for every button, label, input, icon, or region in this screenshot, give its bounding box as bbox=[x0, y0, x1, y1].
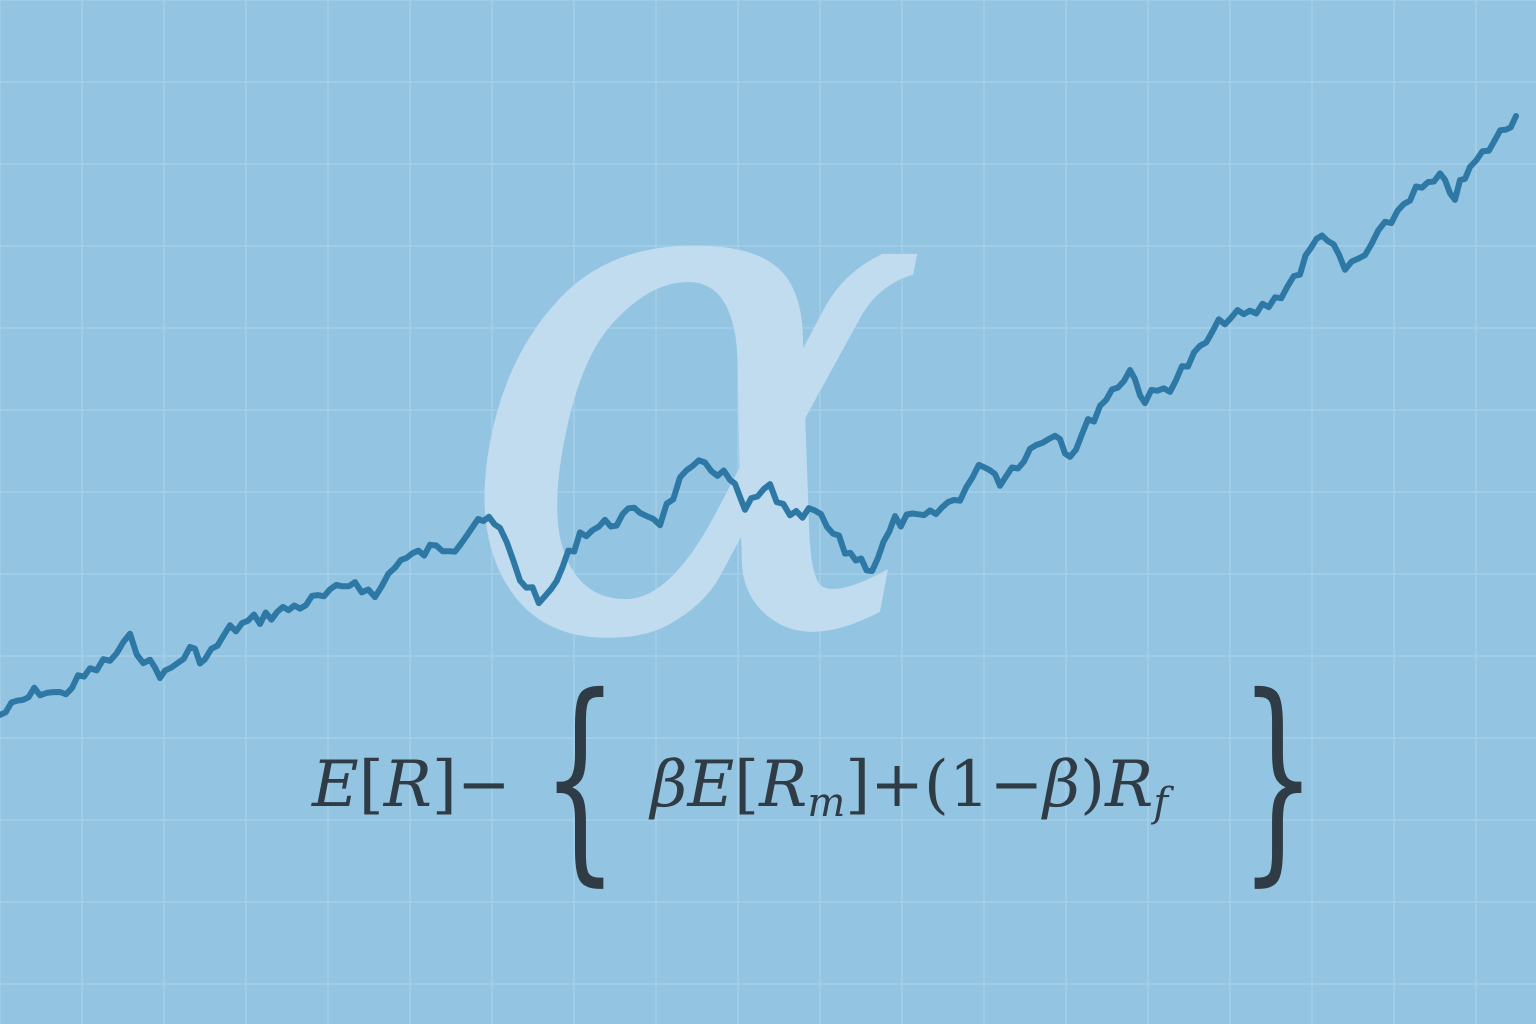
formula-minus-2: − bbox=[989, 748, 1044, 822]
formula-plus: + bbox=[870, 748, 924, 822]
formula-close-paren: ) bbox=[1080, 748, 1106, 822]
formula-rbracket: ] bbox=[431, 748, 457, 822]
formula-one: 1 bbox=[948, 748, 990, 822]
formula-market-lbracket: [ bbox=[734, 748, 760, 822]
formula-expected-e: E bbox=[312, 748, 359, 822]
formula-r: R bbox=[383, 748, 432, 822]
formula-rf-sub: f bbox=[1153, 780, 1169, 826]
alpha-formula: E [ R ] − { β E [ R m ] + ( 1 − β ) R f … bbox=[312, 667, 1348, 890]
formula-right-brace: } bbox=[1239, 649, 1317, 905]
formula-market-sub: m bbox=[807, 780, 846, 826]
formula-open-paren: ( bbox=[923, 748, 949, 822]
trend-line-path bbox=[0, 113, 1519, 718]
formula-market-r: R bbox=[759, 748, 808, 822]
formula-rf: R bbox=[1105, 748, 1154, 822]
formula-left-brace: { bbox=[541, 649, 619, 905]
formula-market-rbracket: ] bbox=[845, 748, 871, 822]
alpha-symbol: α bbox=[454, 0, 932, 799]
formula-minus: − bbox=[456, 748, 511, 822]
formula-beta-2: β bbox=[1043, 748, 1081, 822]
formula-market-e: E bbox=[687, 748, 735, 822]
formula-lbracket: [ bbox=[358, 748, 384, 822]
formula-beta: β bbox=[650, 748, 688, 822]
